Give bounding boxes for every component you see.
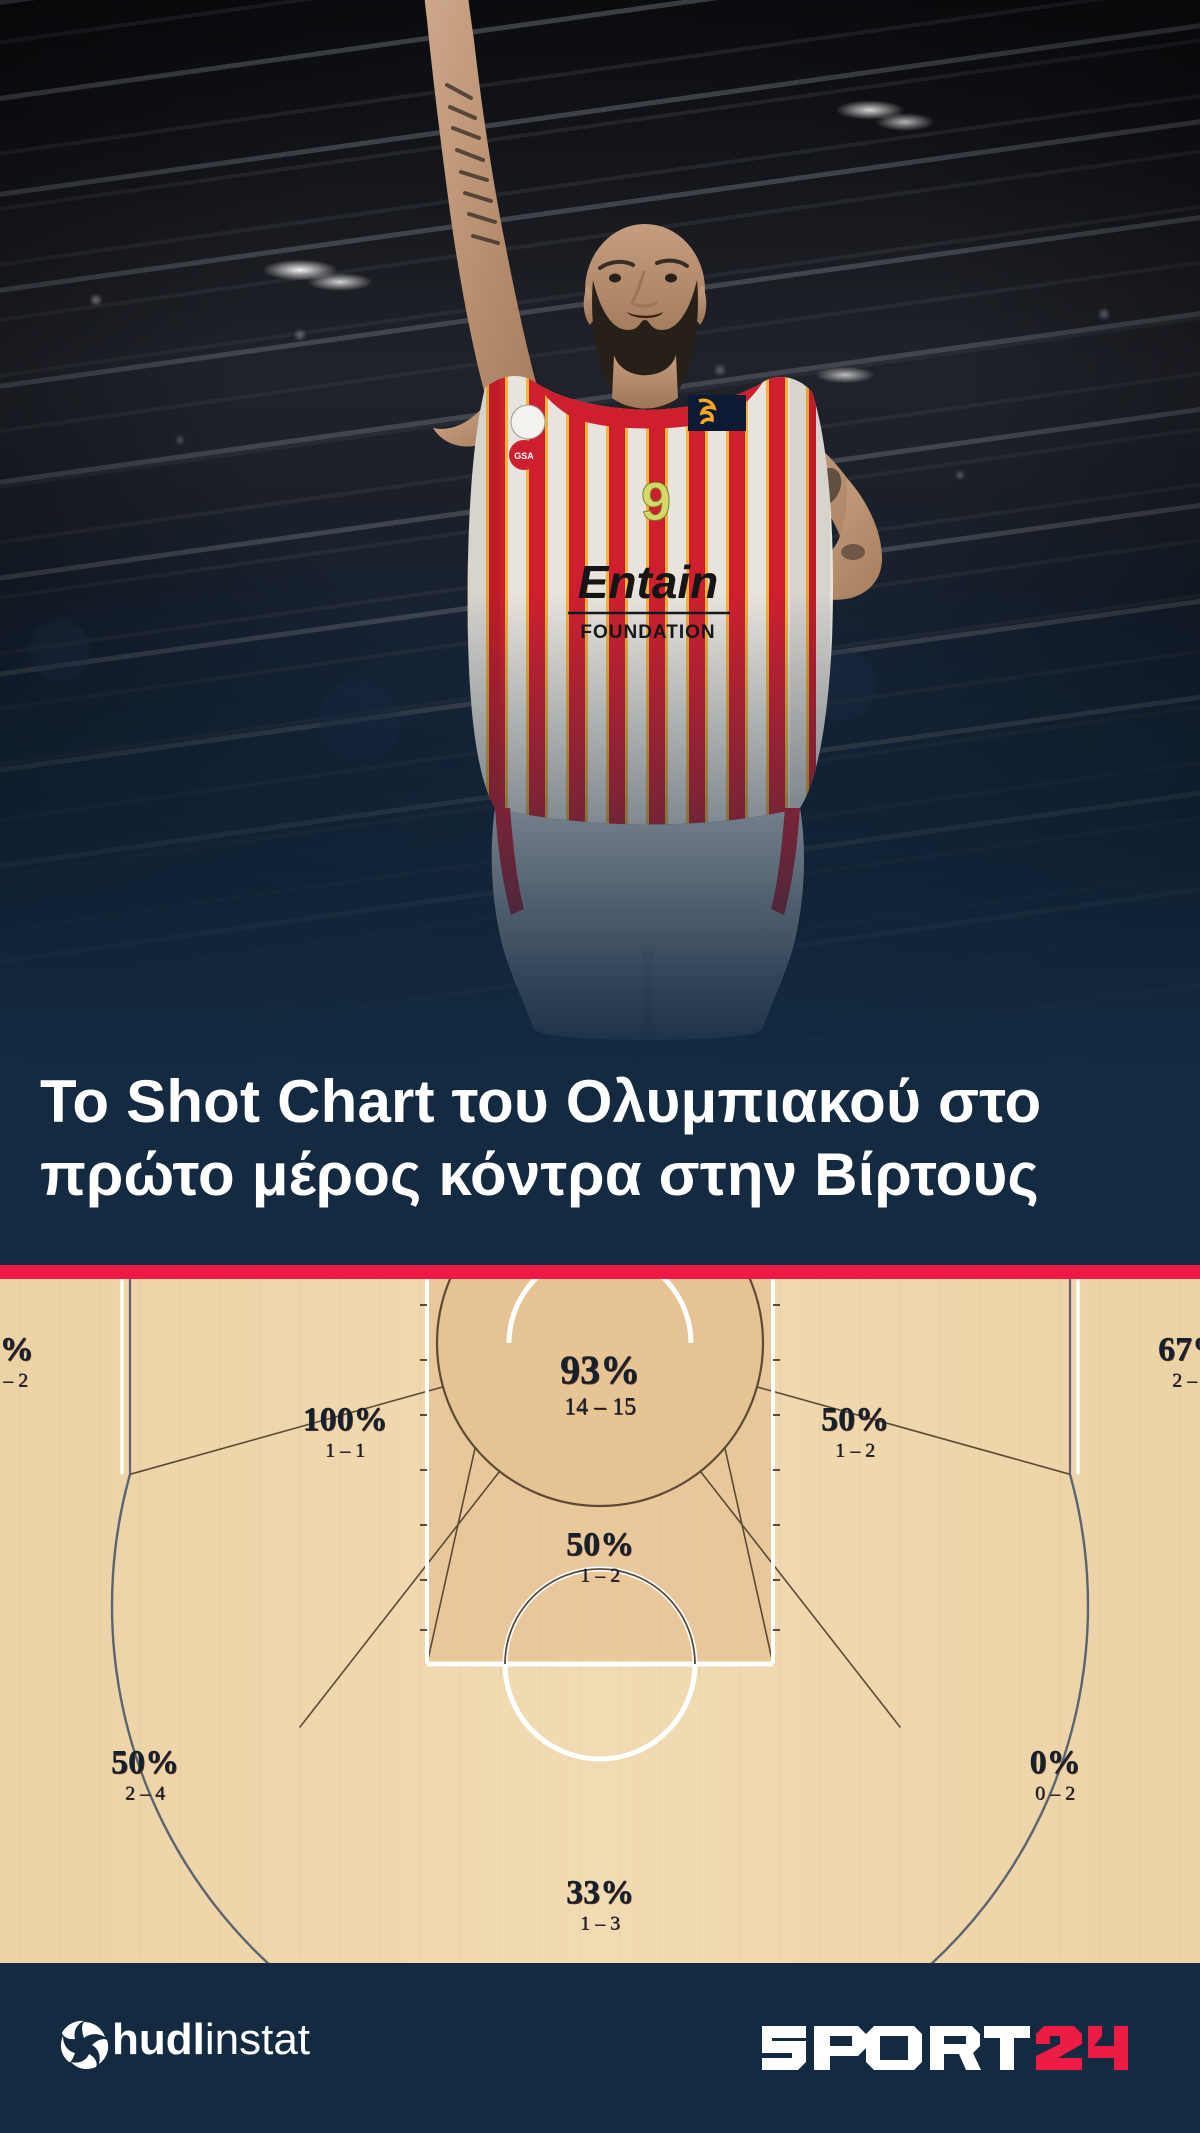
- svg-text:93%: 93%: [560, 1347, 640, 1392]
- svg-text:50%: 50%: [821, 1401, 889, 1438]
- svg-text:50%: 50%: [566, 1526, 634, 1563]
- svg-text:0%: 0%: [0, 1331, 34, 1368]
- svg-text:50%: 50%: [111, 1744, 179, 1781]
- svg-text:0 – 2: 0 – 2: [1035, 1783, 1075, 1805]
- svg-text:100%: 100%: [303, 1401, 388, 1438]
- svg-text:0%: 0%: [1030, 1744, 1081, 1781]
- svg-text:67%: 67%: [1158, 1331, 1200, 1368]
- svg-text:2 – 4: 2 – 4: [125, 1783, 165, 1805]
- svg-text:0 – 2: 0 – 2: [0, 1370, 28, 1392]
- svg-text:1 – 2: 1 – 2: [580, 1565, 620, 1587]
- svg-text:2 – 3: 2 – 3: [1172, 1370, 1200, 1392]
- svg-text:1 – 1: 1 – 1: [325, 1440, 365, 1462]
- svg-text:33%: 33%: [566, 1874, 634, 1911]
- svg-text:14 – 15: 14 – 15: [564, 1394, 636, 1420]
- svg-text:1 – 3: 1 – 3: [580, 1913, 620, 1935]
- svg-text:1 – 2: 1 – 2: [835, 1440, 875, 1462]
